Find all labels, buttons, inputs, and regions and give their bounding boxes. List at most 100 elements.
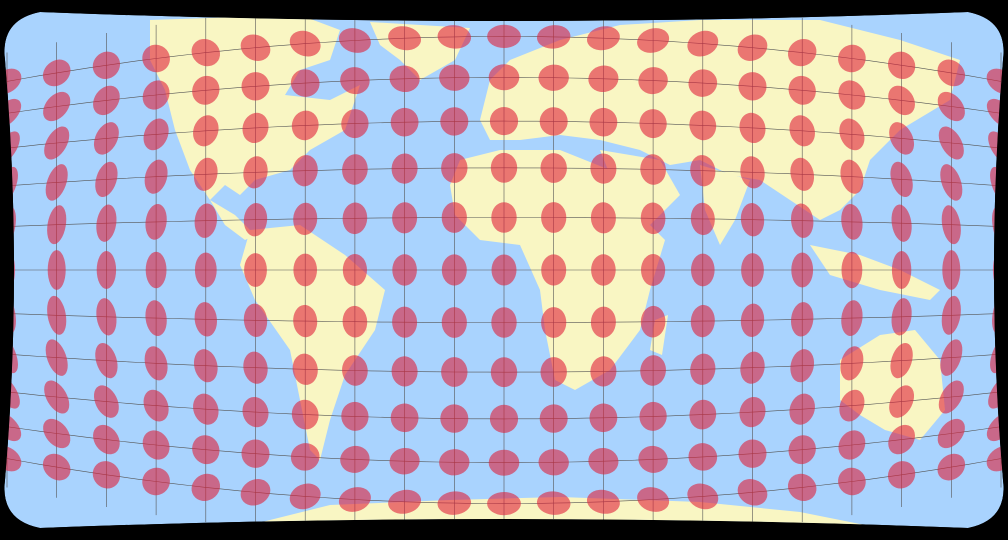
tissot-indicatrix (639, 109, 667, 139)
tissot-indicatrix (539, 404, 568, 433)
tissot-indicatrix (194, 302, 218, 337)
tissot-indicatrix (891, 298, 912, 336)
tissot-indicatrix (890, 161, 913, 198)
tissot-indicatrix (641, 254, 666, 286)
tissot-indicatrix (787, 473, 817, 501)
tissot-indicatrix (96, 204, 117, 242)
tissot-indicatrix (93, 385, 119, 418)
tissot-indicatrix (243, 351, 268, 384)
tissot-indicatrix (241, 439, 270, 468)
tissot-indicatrix (586, 489, 620, 514)
tissot-indicatrix (536, 491, 571, 515)
tissot-indicatrix (690, 353, 716, 385)
tissot-indicatrix (487, 24, 521, 48)
tissot-indicatrix (637, 28, 670, 53)
tissot-indicatrix (341, 401, 369, 431)
tissot-indicatrix (95, 161, 118, 198)
tissot-indicatrix (92, 51, 121, 79)
tissot-indicatrix (640, 305, 666, 338)
tissot-indicatrix (891, 204, 912, 242)
tissot-indicatrix (937, 453, 966, 481)
tissot-indicatrix (291, 110, 319, 141)
tissot-indicatrix (889, 122, 915, 155)
tissot-indicatrix (839, 118, 865, 151)
tissot-indicatrix (588, 447, 619, 475)
tissot-indicatrix (389, 65, 420, 93)
tissot-indicatrix (439, 64, 470, 91)
tissot-indicatrix (292, 353, 318, 385)
tissot-indicatrix (938, 380, 964, 414)
tissot-indicatrix (690, 202, 715, 236)
tissot-indicatrix (441, 357, 468, 387)
tissot-indicatrix (92, 461, 121, 489)
tissot-indicatrix (192, 435, 220, 465)
tissot-indicatrix (986, 445, 1004, 472)
tissot-indicatrix (838, 467, 866, 496)
tissot-indicatrix (942, 250, 961, 290)
tissot-indicatrix (541, 307, 567, 338)
tissot-indicatrix (541, 254, 567, 286)
tissot-indicatrix (93, 85, 120, 116)
tissot-indicatrix (888, 85, 915, 116)
tissot-indicatrix (93, 122, 119, 155)
tissot-indicatrix (145, 300, 167, 336)
tissot-indicatrix (440, 107, 469, 136)
tissot-indicatrix (242, 112, 269, 144)
tissot-indicatrix (638, 67, 668, 95)
tissot-indicatrix (342, 254, 367, 286)
tissot-indicatrix (740, 303, 765, 337)
tissot-indicatrix (289, 483, 321, 510)
tissot-indicatrix (938, 126, 964, 160)
tissot-indicatrix (142, 430, 170, 460)
tissot-indicatrix (192, 75, 220, 105)
tissot-indicatrix (440, 404, 469, 433)
tissot-indicatrix (341, 109, 369, 139)
tissot-indicatrix (740, 203, 765, 237)
tissot-indicatrix (441, 307, 467, 338)
tissot-indicatrix (787, 39, 817, 67)
tissot-indicatrix (986, 68, 1004, 95)
tissot-indicatrix (437, 491, 472, 515)
tissot-indicatrix (145, 204, 167, 240)
tissot-indicatrix (590, 356, 617, 387)
tissot-indicatrix (540, 357, 567, 387)
tissot-indicatrix (142, 80, 170, 110)
tissot-indicatrix (689, 110, 717, 141)
tissot-indicatrix (491, 307, 517, 338)
tissot-indicatrix (96, 251, 117, 289)
tissot-indicatrix (841, 251, 863, 289)
tissot-indicatrix (638, 445, 668, 473)
tissot-indicatrix (142, 467, 170, 496)
tissot-indicatrix (937, 91, 965, 122)
tissot-indicatrix (490, 152, 518, 183)
tissot-indicatrix (790, 302, 814, 337)
tissot-indicatrix (941, 205, 961, 245)
tissot-indicatrix (340, 67, 370, 95)
tissot-indicatrix (589, 107, 618, 137)
tissot-indicatrix (340, 445, 370, 473)
tissot-indicatrix (586, 26, 620, 51)
tissot-indicatrix (43, 418, 71, 449)
tissot-indicatrix (293, 202, 318, 236)
tissot-indicatrix (790, 157, 815, 191)
tissot-indicatrix (487, 492, 521, 516)
tissot-indicatrix (391, 153, 418, 184)
tissot-indicatrix (690, 304, 715, 338)
tissot-indicatrix (338, 487, 371, 512)
tissot-indicatrix (441, 202, 467, 233)
tissot-indicatrix (539, 107, 568, 136)
tissot-indicatrix (292, 155, 318, 187)
tissot-indicatrix (841, 204, 863, 240)
tissot-indicatrix (889, 385, 915, 418)
tissot-indicatrix (42, 59, 71, 87)
tissot-indicatrix (488, 64, 520, 91)
tissot-indicatrix (791, 252, 814, 288)
tissot-indicatrix (687, 483, 719, 510)
tissot-indicatrix (687, 30, 719, 57)
tissot-indicatrix (838, 80, 866, 110)
tissot-indicatrix (242, 396, 269, 428)
tissot-indicatrix (289, 30, 321, 57)
tissot-indicatrix (93, 424, 120, 455)
tissot-indicatrix (42, 453, 71, 481)
tissot-indicatrix (4, 445, 22, 472)
